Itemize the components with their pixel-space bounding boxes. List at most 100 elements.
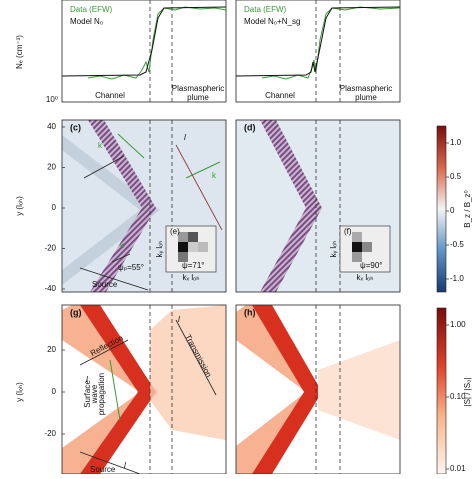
region-label: Plasmaspheric [340,84,392,93]
l-label: l [86,375,88,384]
region-label: Plasmaspheric [172,84,224,93]
panel-d: (d) (f) ψ=90° kᵧ lₒₕ kₓ lₒₕ [235,119,401,293]
y-tick-label: 20 [47,163,56,172]
legend-data: Data (EFW) [70,5,113,14]
model-curve [235,6,401,77]
inset-e: (e) ψ=71° kᵧ lₒₕ kₓ lₒₕ [155,225,217,282]
y-tick-label: 10⁰ [46,95,58,104]
arrow [79,267,149,291]
cell [188,232,198,242]
inset-angle: ψ=90° [360,261,382,270]
cell [178,252,188,262]
angle-line [111,253,131,263]
legend-model: Model N₀+N_sg [244,17,300,26]
colorbar-tick-label: 1.0 [450,138,462,147]
colorbar-tick-label: 0.10 [450,392,466,401]
panel-label: (h) [244,307,256,317]
cell [352,232,362,242]
inset-f: (f) ψ=90° kᵧ lₒₕ kₓ lₒₕ [329,225,391,282]
annotation: Surface [83,380,92,408]
colorbar-tick-label: 1.00 [450,320,466,329]
cell [188,242,198,252]
cell [362,242,372,252]
colorbar-tick-label: 0.5 [450,172,462,181]
colorbar [436,307,447,475]
legend-model: Model N₀ [70,17,103,26]
panel-a: Data (EFW) Model N₀ Nₑ (cm⁻³) 10⁰ Channe… [15,0,227,104]
axes [61,119,227,293]
arrow [79,339,129,366]
transmitted-wave [318,340,400,440]
panel-label: (d) [244,122,256,132]
angle-label: ψₚ=55° [118,263,144,272]
region-label: Channel [95,91,125,100]
y-tick-label: -40 [44,284,56,293]
k-label: k [98,141,103,150]
annotation: wave [90,384,99,404]
l-label: l [124,461,126,470]
wave-halo [62,305,158,474]
source-label: Source [90,465,116,474]
cell [178,232,188,242]
cell [198,242,208,252]
panel-label: (c) [70,122,81,132]
inset-angle: ψ=71° [182,261,204,270]
k-label: k [212,171,217,180]
panel-label: (g) [70,307,82,317]
colorbar-label: B_z / B_z⁰ [463,190,472,227]
wave-beam [80,305,156,474]
arrow [109,359,121,421]
l-label: l [178,315,180,324]
panel-h: (h) [235,304,401,475]
colorbar-tick-label: -0.5 [450,240,464,249]
region-label: plume [355,93,377,102]
region-label: Channel [265,91,295,100]
l-label: l [184,133,186,142]
y-tick-label: -20 [44,429,56,438]
inset-y-label: kᵧ lₒₕ [329,241,338,258]
y-axis-label: Nₑ (cm⁻³) [15,35,24,69]
transmitted-wave [150,305,226,440]
y-tick-label: -20 [44,244,56,253]
axes [61,0,227,103]
arrow [185,161,221,179]
panel-g: (g) Reflection Transmission l l l Surfac… [61,304,227,475]
inset-x-label: kₓ lₒₕ [357,273,374,282]
inset-label: (e) [170,227,180,236]
arrow [79,451,141,475]
arrow [83,155,125,179]
colorbar-tick-label: -1.0 [450,274,464,283]
cell [352,252,362,262]
source-label: Source [92,280,118,289]
inset-label: (f) [344,227,352,236]
y-tick-label: 20 [47,345,56,354]
colorbar-tick-label: 0.01 [450,464,466,473]
model-curve [61,6,227,77]
data-curve [87,6,227,80]
legend-data: Data (EFW) [244,5,287,14]
wave-beam [252,305,322,474]
axes [235,0,401,103]
region-label: plume [187,93,209,102]
y-tick-label: 0 [52,203,57,212]
wave-halo [62,135,160,285]
y-tick-label: 0 [52,387,57,396]
cell [178,242,188,252]
colorbar-tick-label: 0 [450,206,455,215]
colorbar-label: |S| / |S₀| [463,378,472,407]
annotation: propagation [97,373,106,415]
inset-y-label: kᵧ lₒₕ [155,241,164,258]
cell [352,242,362,252]
wave-halo [236,305,322,474]
panel-c: (c) k k k l ψₚ=55° Source (e) ψ=71° kᵧ l… [61,119,227,293]
arrow [175,319,217,396]
inset-x-label: kₓ lₒₕ [183,273,200,282]
y-tick-label: 40 [47,122,56,131]
wave-beam [260,120,322,292]
k-label: k [120,241,125,250]
y-axis-label: y (lₒₕ) [15,196,24,216]
colorbar [436,125,447,293]
arrow [175,144,223,231]
panel-b: Data (EFW) Model N₀+N_sg Channel Plasmas… [235,0,401,103]
